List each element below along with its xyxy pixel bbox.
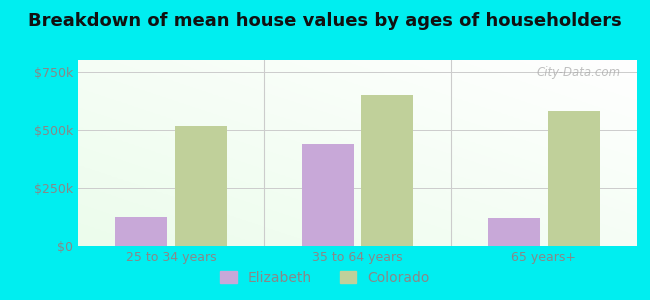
Legend: Elizabeth, Colorado: Elizabeth, Colorado <box>214 265 436 290</box>
Text: City-Data.com: City-Data.com <box>536 66 620 79</box>
Bar <box>175 126 227 246</box>
Bar <box>361 95 413 246</box>
Bar <box>115 217 168 246</box>
Text: Breakdown of mean house values by ages of householders: Breakdown of mean house values by ages o… <box>28 12 622 30</box>
Bar <box>488 218 540 246</box>
Bar <box>547 111 600 246</box>
Bar <box>302 144 354 246</box>
